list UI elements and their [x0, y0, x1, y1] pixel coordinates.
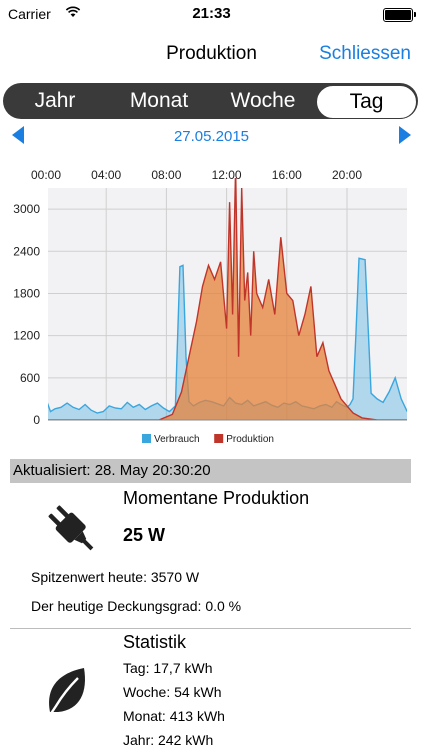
x-tick-label: 20:00 — [332, 168, 362, 182]
series-area-verbrauch — [48, 258, 407, 420]
date-label[interactable]: 27.05.2015 — [173, 128, 250, 145]
y-tick-label: 2400 — [13, 244, 40, 258]
segment-monat[interactable]: Monat — [129, 89, 189, 112]
peak-value-label: Spitzenwert heute: 3570 W — [31, 569, 200, 585]
y-tick-label: 3000 — [13, 202, 40, 216]
period-segmented-control: Jahr Monat Woche Tag — [3, 83, 418, 119]
legend-swatch-verbrauch — [142, 434, 151, 443]
x-tick-label: 04:00 — [91, 168, 121, 182]
x-tick-label: 00:00 — [31, 168, 61, 182]
legend-swatch-produktion — [214, 434, 224, 443]
updated-bar: Aktualisiert: 28. May 20:30:20 — [10, 459, 411, 483]
previous-day-arrow-icon[interactable] — [12, 126, 24, 144]
production-chart: 00:00 04:00 08:00 12:00 16:00 20:00 0 600 1200 18… — [13, 168, 407, 445]
y-tick-label: 600 — [20, 371, 40, 385]
leaf-icon — [47, 668, 85, 719]
carrier-label: Carrier — [8, 6, 51, 22]
wifi-icon — [65, 6, 81, 17]
page-title: Produktion — [166, 43, 257, 64]
segment-tag[interactable]: Tag — [316, 85, 417, 119]
next-day-arrow-icon[interactable] — [399, 126, 411, 144]
current-production-value: 25 W — [123, 525, 166, 545]
legend-label-produktion: Produktion — [226, 434, 274, 445]
series-line-produktion — [48, 178, 407, 420]
production-heading: Momentane Produktion — [123, 488, 310, 508]
segment-jahr[interactable]: Jahr — [34, 89, 76, 112]
y-tick-label: 1200 — [13, 329, 40, 343]
stat-month: Monat: 413 kWh — [123, 708, 225, 724]
stat-year: Jahr: 242 kWh — [123, 732, 214, 748]
stat-day: Tag: 17,7 kWh — [123, 660, 213, 676]
coverage-label: Der heutige Deckungsgrad: 0.0 % — [31, 598, 242, 614]
close-button[interactable]: Schliessen — [319, 43, 411, 64]
segment-woche[interactable]: Woche — [230, 89, 296, 112]
statistics-heading: Statistik — [123, 632, 187, 652]
stat-week: Woche: 54 kWh — [123, 684, 222, 700]
y-tick-label: 0 — [33, 413, 40, 427]
battery-icon — [383, 8, 416, 22]
clock: 21:33 — [192, 5, 231, 22]
plug-icon — [48, 505, 94, 551]
y-tick-label: 1800 — [13, 286, 40, 300]
x-tick-label: 16:00 — [272, 168, 302, 182]
updated-label: Aktualisiert: 28. May 20:30:20 — [13, 462, 211, 479]
status-bar: Carrier 21:33 — [0, 0, 423, 28]
section-divider — [10, 628, 411, 629]
x-tick-label: 12:00 — [212, 168, 242, 182]
legend-label-verbrauch: Verbrauch — [154, 434, 200, 445]
x-tick-label: 08:00 — [151, 168, 181, 182]
